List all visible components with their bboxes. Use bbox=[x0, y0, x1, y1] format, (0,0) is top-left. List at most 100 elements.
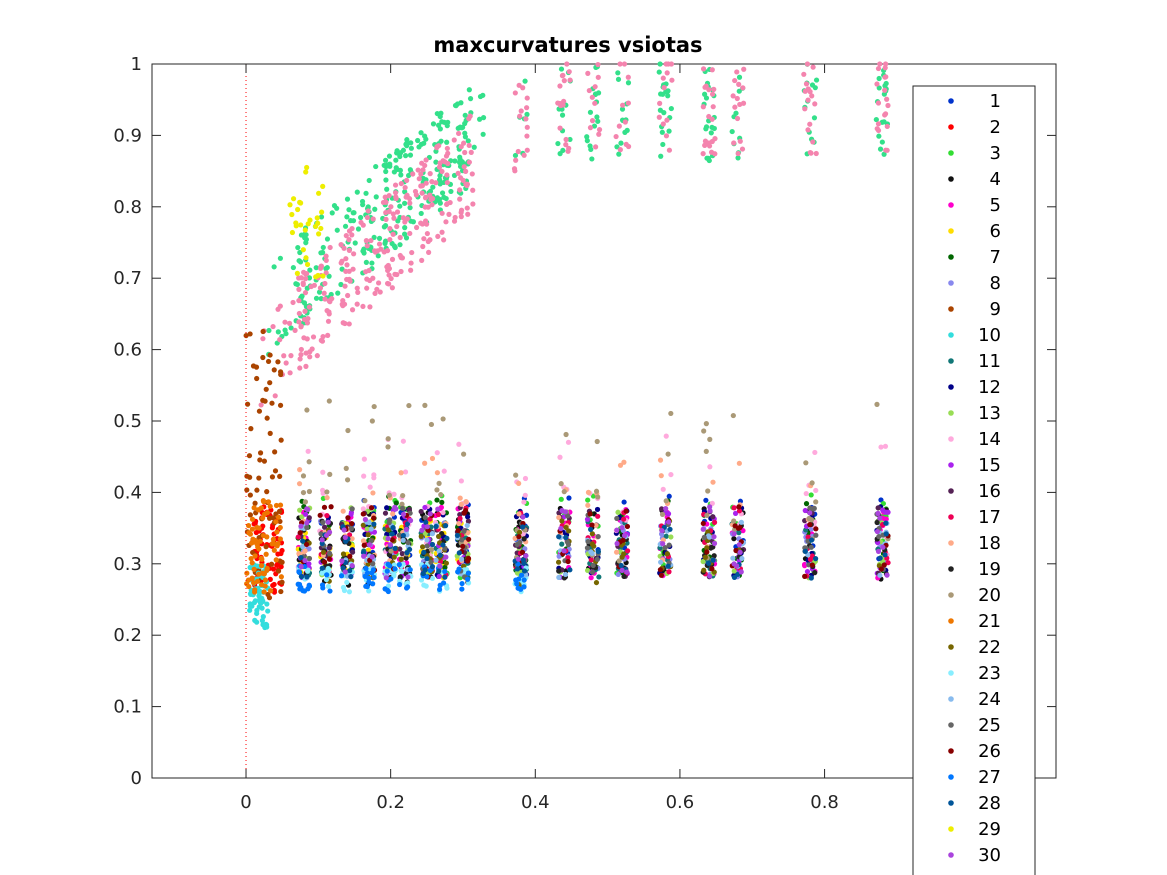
data-point bbox=[387, 226, 393, 232]
data-point bbox=[621, 459, 627, 465]
data-point bbox=[514, 541, 520, 548]
data-point bbox=[440, 509, 446, 516]
data-point bbox=[730, 555, 736, 561]
data-point bbox=[303, 169, 309, 175]
data-point bbox=[277, 524, 283, 531]
legend-marker bbox=[948, 696, 954, 702]
data-point bbox=[384, 186, 390, 192]
data-point bbox=[443, 554, 449, 560]
data-point bbox=[295, 534, 301, 540]
data-point bbox=[703, 124, 710, 130]
data-point bbox=[522, 78, 528, 84]
legend-entry: 28 bbox=[948, 793, 1001, 814]
data-point bbox=[386, 153, 393, 159]
plot-area bbox=[151, 61, 1057, 779]
data-point bbox=[387, 563, 393, 569]
data-point bbox=[268, 588, 274, 594]
data-point bbox=[327, 588, 333, 594]
data-point bbox=[297, 530, 303, 536]
data-point bbox=[261, 589, 267, 595]
data-point bbox=[660, 121, 666, 127]
data-point bbox=[382, 510, 389, 516]
data-point bbox=[306, 304, 313, 310]
data-point bbox=[882, 65, 888, 71]
data-point bbox=[364, 276, 370, 282]
data-point bbox=[422, 204, 428, 210]
data-point bbox=[736, 542, 742, 548]
data-point bbox=[416, 144, 422, 150]
x-tick-label: 0.4 bbox=[521, 792, 550, 813]
data-point bbox=[657, 100, 663, 106]
data-point bbox=[808, 544, 814, 550]
data-point bbox=[263, 544, 269, 550]
data-point bbox=[809, 93, 815, 99]
legend-entry: 10 bbox=[948, 325, 1001, 346]
data-point bbox=[589, 156, 595, 162]
data-point bbox=[324, 495, 330, 501]
data-point bbox=[809, 82, 816, 88]
data-point bbox=[521, 568, 528, 574]
data-point bbox=[466, 87, 472, 93]
data-point bbox=[596, 131, 602, 137]
data-point bbox=[433, 523, 439, 530]
data-point bbox=[657, 457, 664, 463]
data-point bbox=[402, 219, 408, 225]
data-point bbox=[276, 508, 283, 514]
data-point bbox=[427, 511, 433, 517]
data-point bbox=[700, 104, 706, 110]
data-point bbox=[349, 232, 355, 238]
data-point bbox=[264, 415, 270, 421]
legend-marker bbox=[948, 800, 954, 806]
data-point bbox=[559, 541, 565, 547]
data-point bbox=[666, 542, 672, 548]
data-point bbox=[407, 200, 413, 206]
data-point bbox=[731, 531, 737, 537]
data-point bbox=[324, 264, 330, 271]
legend-marker bbox=[948, 384, 954, 390]
data-point bbox=[402, 200, 408, 206]
data-point bbox=[702, 138, 709, 144]
data-point bbox=[348, 525, 355, 532]
legend: 1234567891011121314151617181920212223242… bbox=[912, 85, 1036, 875]
data-point bbox=[325, 583, 332, 590]
data-point bbox=[439, 168, 445, 175]
data-point bbox=[459, 586, 465, 592]
data-point bbox=[270, 566, 277, 572]
data-point bbox=[415, 137, 421, 144]
data-point bbox=[315, 272, 321, 279]
data-point bbox=[806, 515, 812, 522]
data-point bbox=[436, 177, 443, 183]
data-point bbox=[250, 536, 256, 542]
data-point bbox=[429, 202, 435, 208]
data-point bbox=[297, 507, 303, 513]
data-point bbox=[267, 576, 273, 582]
data-point bbox=[387, 237, 393, 243]
data-point bbox=[663, 61, 669, 67]
data-point bbox=[593, 579, 600, 586]
data-point bbox=[733, 547, 739, 554]
data-point bbox=[519, 549, 526, 555]
data-point bbox=[595, 74, 601, 80]
data-point bbox=[340, 508, 346, 514]
data-point bbox=[437, 582, 443, 588]
data-point bbox=[664, 70, 670, 76]
data-point bbox=[315, 220, 321, 226]
data-point bbox=[434, 470, 440, 476]
data-point bbox=[875, 65, 882, 72]
legend-marker bbox=[948, 462, 954, 468]
data-point bbox=[874, 401, 880, 407]
data-point bbox=[405, 574, 411, 580]
data-point bbox=[364, 570, 371, 576]
data-point bbox=[399, 501, 405, 507]
data-point bbox=[424, 556, 430, 562]
data-point bbox=[882, 552, 888, 558]
data-point bbox=[521, 536, 527, 542]
data-point bbox=[456, 130, 462, 137]
data-point bbox=[306, 583, 312, 589]
data-point bbox=[566, 145, 572, 151]
data-point bbox=[418, 210, 424, 217]
data-point bbox=[585, 70, 591, 77]
data-point bbox=[805, 86, 811, 92]
data-point bbox=[274, 529, 280, 535]
data-point bbox=[807, 522, 813, 528]
